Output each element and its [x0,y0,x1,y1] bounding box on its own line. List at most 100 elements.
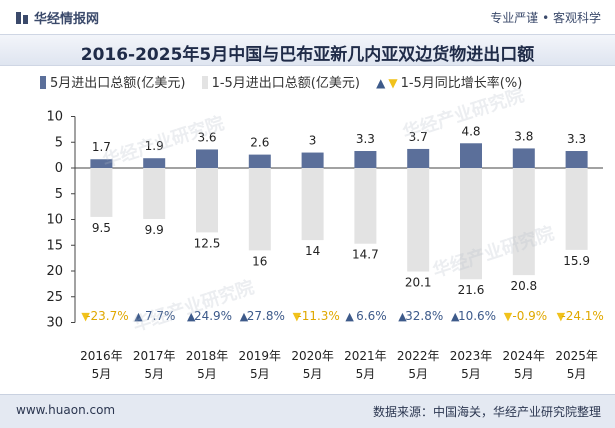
x-tick-label-year: 2023年 [450,349,493,363]
chart-canvas: 1050510152025309.51.7▼-23.7%2016年5月9.91.… [46,110,603,382]
x-tick-label-year: 2021年 [344,349,387,363]
y-tick-label: 10 [46,213,63,228]
legend-triangle-up-icon: ▲ [376,76,386,90]
bar-monthly [460,143,482,168]
data-label-growth: 27.8% [247,309,285,323]
tagline: 专业严谨 • 客观科学 [490,11,601,25]
y-tick-label: 0 [55,161,63,176]
bar-cumulative [143,168,166,219]
brand-name: 华经情报网 [34,12,100,27]
y-tick-label: 20 [46,264,63,279]
x-tick-label-year: 2017年 [133,349,176,363]
x-tick-label-month: 5月 [92,367,112,381]
data-label-monthly: 3 [309,134,317,148]
data-label-growth: -24.1% [561,309,603,323]
data-label-monthly: 1.9 [145,139,164,153]
y-tick-label: 15 [46,238,63,253]
data-label-cumulative: 20.1 [405,276,432,290]
bar-monthly [565,151,588,168]
data-label-growth: 10.6% [458,309,496,323]
bar-monthly [90,159,113,168]
x-tick-label-month: 5月 [461,367,481,381]
footer-website: www.huaon.com [16,403,116,417]
legend-swatch-cumulative [201,76,208,89]
legend-swatch-monthly [40,76,46,89]
growth-down-icon: ▼ [293,310,302,323]
legend: 5月进出口总额(亿美元) 1-5月进出口总额(亿美元) ▲ ▼ 1-5月同比增长率(… [40,72,534,91]
data-label-cumulative: 14 [305,244,320,258]
bar-monthly [248,154,271,168]
bar-cumulative [90,168,113,217]
brand-logo-icon [16,12,28,24]
data-label-growth: -23.7% [86,309,128,323]
legend-item-growth: ▲ ▼ 1-5月同比增长率(%) [376,76,522,91]
legend-triangle-down-icon: ▼ [388,76,398,90]
data-label-cumulative: 9.9 [145,223,164,237]
data-label-cumulative: 21.6 [458,283,485,297]
data-label-growth: 7.7% [145,309,176,323]
chart-title: 2016-2025年5月中国与巴布亚新几内亚双边货物进出口额 [80,45,535,65]
legend-label-monthly: 5月进出口总额(亿美元) [50,76,186,91]
bar-monthly [512,148,535,168]
data-label-monthly: 3.6 [197,130,216,144]
bar-cumulative [354,168,377,244]
growth-up-icon: ▲ [398,310,407,323]
x-tick-label-year: 2019年 [239,349,282,363]
x-tick-label-month: 5月 [250,367,270,381]
data-label-growth: 24.9% [194,309,232,323]
bar-monthly [354,151,377,168]
x-tick-label-month: 5月 [303,367,323,381]
data-label-monthly: 1.7 [92,140,111,154]
x-tick-label-month: 5月 [514,367,534,381]
x-tick-label-year: 2018年 [186,349,229,363]
top-bar: 华经情报网 专业严谨 • 客观科学 [0,0,615,34]
x-tick-label-year: 2022年 [397,349,440,363]
x-tick-label-year: 2025年 [555,349,598,363]
y-tick-label: 5 [55,187,63,202]
data-label-monthly: 2.6 [250,136,269,150]
y-tick-label: 25 [46,290,63,305]
data-label-cumulative: 15.9 [563,254,590,268]
data-label-monthly: 3.8 [514,129,533,143]
growth-down-icon: ▼ [557,310,566,323]
y-tick-label: 30 [46,316,63,331]
legend-label-cumulative: 1-5月进出口总额(亿美元) [211,76,360,91]
x-tick-label-month: 5月 [408,367,428,381]
growth-up-icon: ▲ [187,310,196,323]
data-label-cumulative: 14.7 [352,248,379,262]
data-label-cumulative: 12.5 [194,236,221,250]
bar-monthly [301,152,324,168]
x-tick-label-month: 5月 [567,367,587,381]
x-tick-label-year: 2024年 [503,349,546,363]
legend-label-growth: 1-5月同比增长率(%) [400,76,523,91]
x-tick-label-year: 2020年 [291,349,334,363]
x-tick-label-year: 2016年 [80,349,123,363]
title-band: 2016-2025年5月中国与巴布亚新几内亚双边货物进出口额 [0,34,615,66]
growth-down-icon: ▼ [81,310,90,323]
legend-item-cumulative: 1-5月进出口总额(亿美元) [201,76,365,91]
data-label-growth: -0.9% [512,309,547,323]
data-label-cumulative: 20.8 [510,279,537,293]
growth-up-icon: ▲ [240,310,249,323]
x-tick-label-month: 5月 [356,367,376,381]
brand: 华经情报网 [16,8,99,27]
data-label-cumulative: 16 [252,254,267,268]
data-label-monthly: 4.8 [461,124,480,138]
bar-cumulative [196,168,218,233]
bar-cumulative [301,168,324,241]
data-label-monthly: 3.3 [356,132,375,146]
bar-cumulative [460,168,482,280]
bar-cumulative [248,168,271,251]
data-label-monthly: 3.7 [409,130,428,144]
growth-up-icon: ▲ [345,310,354,323]
bar-cumulative [565,168,588,250]
data-label-growth: 32.8% [405,309,443,323]
growth-up-icon: ▲ [451,310,460,323]
footer: www.huaon.com 数据来源：中国海关，华经产业研究院整理 [0,394,615,428]
data-label-growth: -11.3% [297,309,339,323]
data-label-monthly: 3.3 [567,132,586,146]
growth-up-icon: ▲ [134,310,143,323]
data-label-growth: 6.6% [356,309,387,323]
growth-down-icon: ▼ [504,310,513,323]
data-label-cumulative: 9.5 [92,221,111,235]
